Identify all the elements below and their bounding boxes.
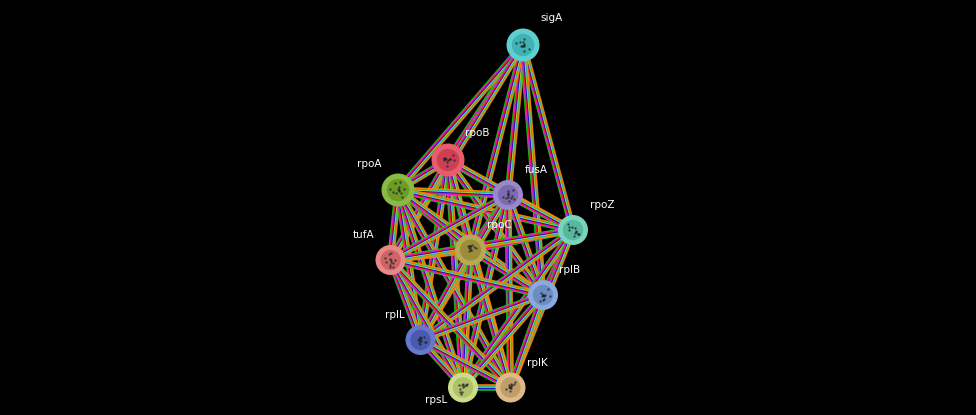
Circle shape <box>507 29 540 61</box>
Circle shape <box>558 215 588 245</box>
Circle shape <box>493 180 523 210</box>
Text: rplL: rplL <box>385 310 404 320</box>
Circle shape <box>496 373 525 403</box>
Circle shape <box>455 234 486 266</box>
Circle shape <box>376 245 405 275</box>
Circle shape <box>431 144 465 176</box>
Circle shape <box>533 285 553 305</box>
Circle shape <box>382 173 415 207</box>
Circle shape <box>448 373 478 403</box>
Text: fusA: fusA <box>524 165 548 175</box>
Circle shape <box>528 280 558 310</box>
Circle shape <box>386 179 409 201</box>
Text: rpoZ: rpoZ <box>590 200 615 210</box>
Circle shape <box>410 330 430 350</box>
Circle shape <box>381 250 401 270</box>
Circle shape <box>563 220 584 240</box>
Circle shape <box>498 185 518 205</box>
Text: rpoA: rpoA <box>356 159 381 168</box>
Text: rpoC: rpoC <box>486 220 511 229</box>
Circle shape <box>511 34 534 56</box>
Circle shape <box>405 325 435 355</box>
Text: rplB: rplB <box>559 265 581 275</box>
Text: tufA: tufA <box>353 230 375 240</box>
Text: rplK: rplK <box>527 357 548 368</box>
Text: rpoB: rpoB <box>465 129 490 139</box>
Circle shape <box>453 377 473 398</box>
Circle shape <box>501 377 521 398</box>
Circle shape <box>437 149 460 171</box>
Circle shape <box>460 239 481 261</box>
Text: rpsL: rpsL <box>425 395 447 405</box>
Text: sigA: sigA <box>541 14 563 24</box>
